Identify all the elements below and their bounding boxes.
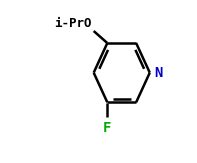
Text: N: N bbox=[154, 66, 162, 80]
Text: F: F bbox=[103, 121, 112, 135]
Text: i-PrO: i-PrO bbox=[55, 17, 92, 30]
